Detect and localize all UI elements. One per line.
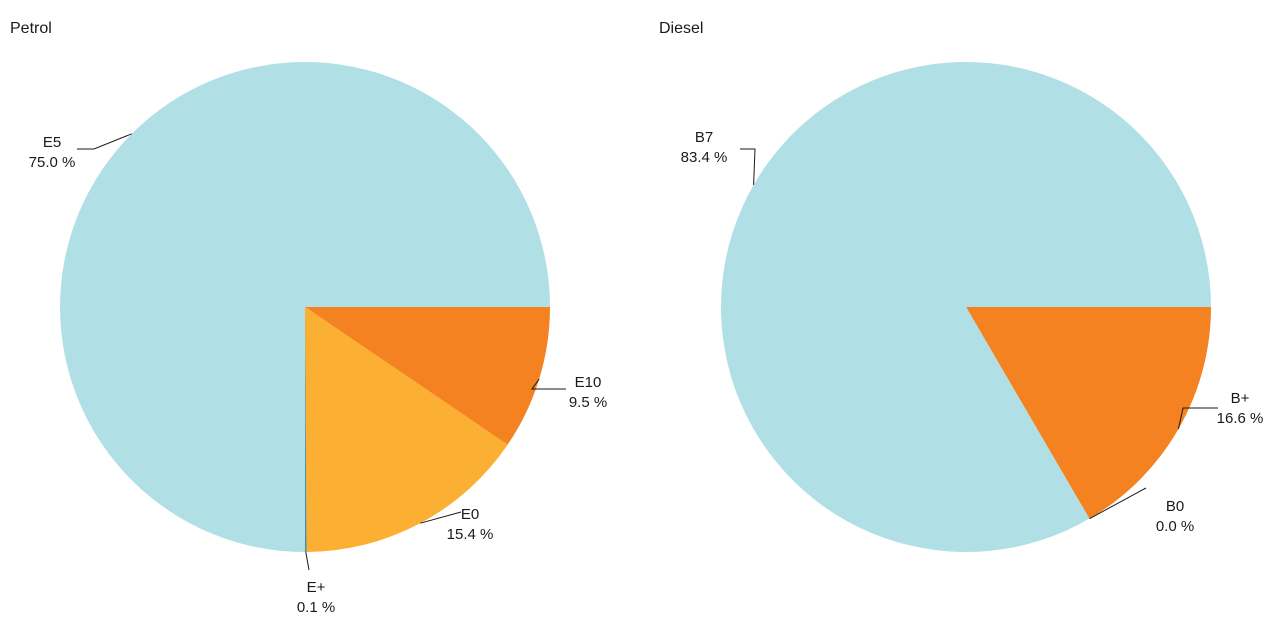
diesel-pie: B+ 16.6 % B0 0.0 % B7 83.4 % bbox=[681, 62, 1264, 553]
slice-label-b0: B0 bbox=[1166, 498, 1184, 515]
slice-label-b7: B7 bbox=[695, 129, 713, 146]
leader-line-e10 bbox=[531, 378, 566, 390]
slice-value-eplus: 0.1 % bbox=[297, 599, 335, 616]
pie-slice-e10 bbox=[305, 307, 550, 445]
slice-label-eplus: E+ bbox=[307, 579, 326, 596]
slice-value-e10: 9.5 % bbox=[569, 394, 607, 411]
leader-line-bplus bbox=[1177, 407, 1218, 430]
pie-slice-b7 bbox=[720, 62, 1211, 553]
leader-line-b0 bbox=[1089, 487, 1147, 520]
pie-slice-eplus bbox=[305, 307, 307, 553]
diesel-chart-title: Diesel bbox=[659, 20, 703, 37]
slice-label-bplus: B+ bbox=[1231, 390, 1250, 407]
slice-value-e5: 75.0 % bbox=[29, 154, 76, 171]
slice-value-bplus: 16.6 % bbox=[1217, 410, 1264, 427]
slice-label-e10: E10 bbox=[575, 374, 602, 391]
leader-line-e0 bbox=[420, 511, 462, 524]
petrol-chart-title: Petrol bbox=[10, 20, 52, 37]
leader-line-b7 bbox=[740, 148, 756, 185]
slice-label-e0: E0 bbox=[461, 506, 479, 523]
slice-value-b7: 83.4 % bbox=[681, 149, 728, 166]
leader-line-eplus bbox=[305, 551, 310, 571]
slice-value-b0: 0.0 % bbox=[1156, 518, 1194, 535]
slice-value-e0: 15.4 % bbox=[447, 526, 494, 543]
pie-slice-e5 bbox=[60, 62, 550, 552]
slice-label-e5: E5 bbox=[43, 134, 61, 151]
pie-slice-bplus bbox=[966, 307, 1211, 519]
leader-line-e5 bbox=[77, 133, 132, 150]
petrol-pie: E10 9.5 % E0 15.4 % E+ 0.1 % E5 75.0 % bbox=[29, 62, 607, 616]
pie-slice-e0 bbox=[305, 307, 508, 552]
